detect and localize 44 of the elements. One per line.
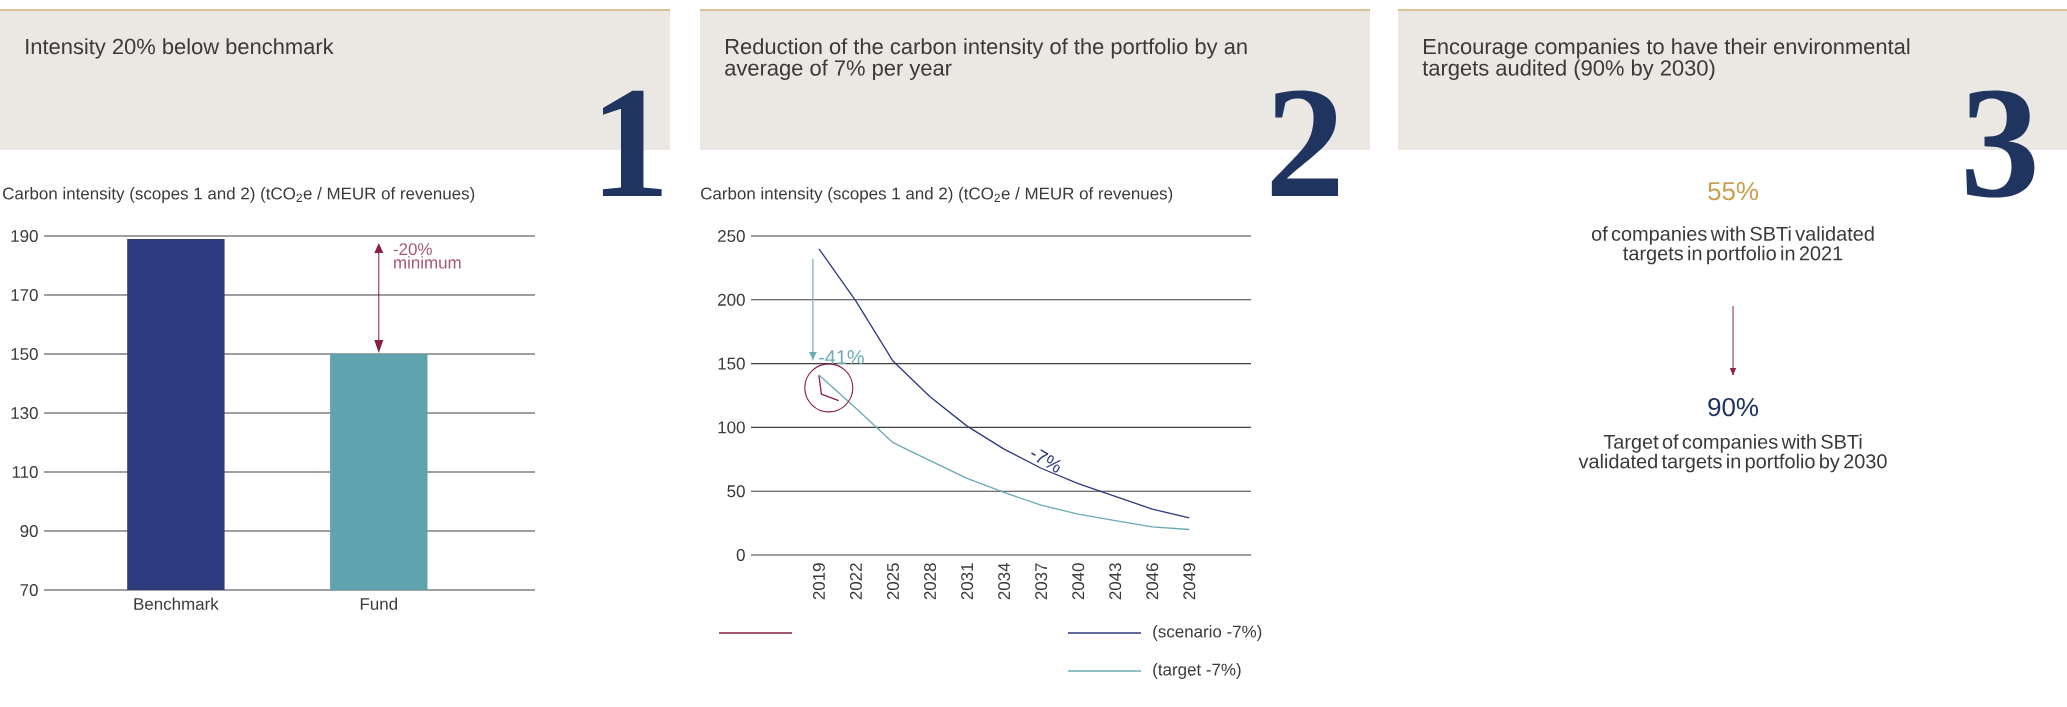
text: 1	[602, 90, 662, 196]
x-tick-label: 2028	[924, 563, 937, 600]
text: 55%	[1708, 182, 1759, 201]
x-tick-label: Benchmark	[134, 597, 219, 610]
text: of companies with SBTi validated targets in portfolio in 2021	[1591, 226, 1874, 265]
y-tick-label: 250	[718, 230, 745, 242]
chart-title: Reduction of the carbon intensity of the portfolio by an average of 7% per year	[725, 38, 1247, 81]
chart-title: Intensity 20% below benchmark	[26, 38, 334, 59]
y-tick-label: 0	[736, 549, 745, 561]
x-tick-label: 2049	[1183, 563, 1196, 600]
y-tick-label: 130	[11, 407, 38, 419]
text: 90%	[1708, 397, 1759, 417]
y-tick-label: 50	[727, 485, 745, 498]
y-tick-label: 170	[11, 289, 38, 301]
x-tick-label: 2040	[1072, 563, 1085, 600]
line-series	[818, 374, 1190, 531]
text: Target of companies with SBTi validated targets in portfolio by 2030	[1578, 434, 1887, 473]
y-tick-label: 100	[718, 421, 745, 434]
y-axis-title: Carbon intensity (scopes 1 and 2) (tCO$_{2}$e / MEUR of revenues)	[3, 187, 475, 203]
y-tick-label: 200	[718, 293, 745, 306]
y-tick-label: 110	[12, 466, 38, 478]
annotation: -41%	[819, 350, 864, 365]
y-tick-label: 150	[11, 348, 38, 360]
x-tick-label: 2043	[1109, 563, 1122, 600]
y-axis-title: Carbon intensity (scopes 1 and 2) (tCO$_{2}$e / MEUR of revenues)	[701, 187, 1173, 203]
y-tick-label: 150	[718, 357, 745, 370]
legend-label: (target -7%)	[1153, 663, 1241, 679]
text: Encourage companies to have their environmental targets audited (90% by 2030)	[1422, 38, 1910, 81]
text: 3	[1966, 90, 2035, 198]
x-tick-label: 2034	[998, 563, 1011, 600]
x-tick-label: 2022	[849, 563, 862, 600]
annotation: -20% minimum	[393, 243, 461, 269]
annotation: -7%	[1031, 449, 1061, 473]
legend-label: (scenario -7%)	[1153, 625, 1262, 641]
x-tick-label: 2019	[812, 563, 825, 600]
x-tick-label: 2031	[961, 563, 974, 600]
y-tick-label: 70	[20, 584, 38, 596]
x-tick-label: 2037	[1035, 563, 1048, 600]
x-tick-label: 2025	[886, 563, 899, 600]
y-tick-label: 190	[11, 230, 38, 242]
x-tick-label: Fund	[360, 597, 397, 610]
x-tick-label: 2046	[1146, 563, 1159, 600]
text: 2	[1271, 90, 1339, 196]
y-tick-label: 90	[20, 525, 38, 537]
